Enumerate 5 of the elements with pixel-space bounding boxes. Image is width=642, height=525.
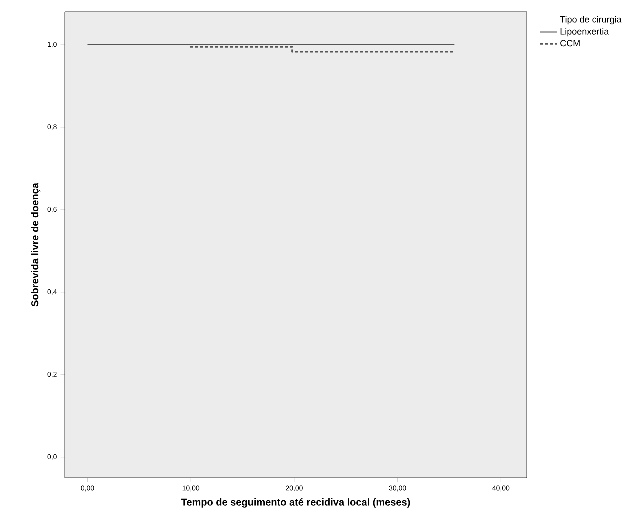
- legend-label: Lipoenxertia: [560, 28, 610, 37]
- legend-title: Tipo de cirurgia: [560, 16, 622, 25]
- legend-label: CCM: [560, 40, 580, 47]
- y-axis-title: Sobrevida livre de doença: [31, 182, 41, 307]
- x-axis-title: Tempo de seguimento até recidiva local (meses): [181, 498, 410, 508]
